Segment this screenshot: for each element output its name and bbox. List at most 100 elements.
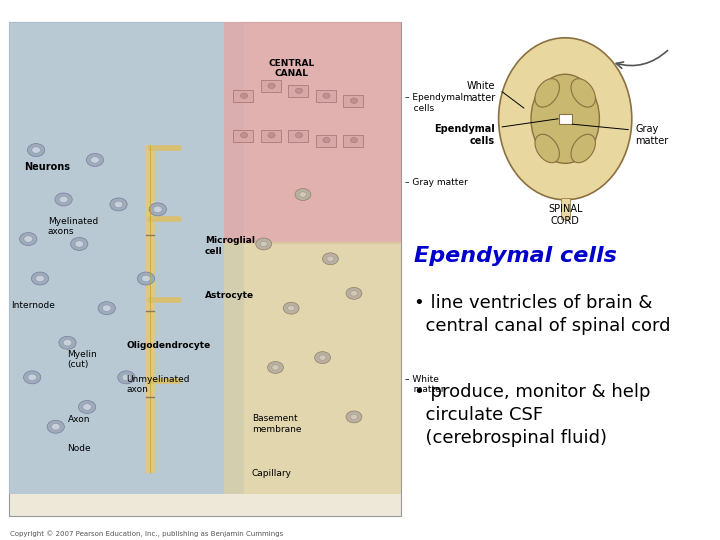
FancyArrowPatch shape xyxy=(616,51,667,69)
Circle shape xyxy=(323,93,330,98)
Bar xyxy=(559,114,572,124)
Bar xyxy=(288,85,308,97)
Circle shape xyxy=(114,201,123,208)
Circle shape xyxy=(86,153,104,166)
Text: CENTRAL
CANAL: CENTRAL CANAL xyxy=(268,58,315,78)
Ellipse shape xyxy=(571,79,595,107)
Circle shape xyxy=(323,253,338,265)
Text: – White
   matter: – White matter xyxy=(405,375,444,394)
Circle shape xyxy=(71,238,88,251)
Text: SPINAL
CORD: SPINAL CORD xyxy=(548,205,582,226)
Circle shape xyxy=(287,306,294,311)
Text: Axon: Axon xyxy=(68,415,90,424)
Circle shape xyxy=(91,157,99,163)
Circle shape xyxy=(240,132,248,138)
Circle shape xyxy=(240,93,248,98)
Circle shape xyxy=(27,144,45,157)
Circle shape xyxy=(149,203,166,216)
Circle shape xyxy=(78,401,96,414)
Text: White
matter: White matter xyxy=(462,81,495,103)
Text: Gray
matter: Gray matter xyxy=(636,124,669,146)
Circle shape xyxy=(32,272,49,285)
Circle shape xyxy=(351,291,358,296)
Text: Copyright © 2007 Pearson Education, Inc., publishing as Benjamin Cummings: Copyright © 2007 Pearson Education, Inc.… xyxy=(10,530,284,537)
Text: Ependymal
cells: Ependymal cells xyxy=(434,124,495,146)
Circle shape xyxy=(295,132,302,138)
Circle shape xyxy=(63,340,72,346)
Circle shape xyxy=(346,287,362,299)
Text: Node: Node xyxy=(68,444,91,454)
Bar xyxy=(343,95,364,107)
Bar xyxy=(261,130,281,141)
Text: Ependymal cells: Ependymal cells xyxy=(414,246,617,266)
Circle shape xyxy=(32,147,40,153)
Bar xyxy=(288,130,308,141)
Circle shape xyxy=(256,238,271,250)
Bar xyxy=(9,22,401,516)
Circle shape xyxy=(295,188,311,200)
Bar xyxy=(261,80,281,92)
Circle shape xyxy=(118,371,135,384)
Circle shape xyxy=(351,98,358,103)
Circle shape xyxy=(272,365,279,370)
Circle shape xyxy=(351,414,358,420)
Text: – Gray matter: – Gray matter xyxy=(405,178,467,187)
Circle shape xyxy=(47,420,64,433)
Ellipse shape xyxy=(498,38,632,200)
Circle shape xyxy=(327,256,334,261)
Circle shape xyxy=(268,132,275,138)
Ellipse shape xyxy=(535,79,559,107)
Circle shape xyxy=(346,411,362,423)
Circle shape xyxy=(260,241,267,247)
Bar xyxy=(315,135,336,147)
Circle shape xyxy=(55,193,72,206)
Bar xyxy=(9,22,244,494)
Text: Oligodendrocyte: Oligodendrocyte xyxy=(127,341,211,350)
Text: Myelinated
axons: Myelinated axons xyxy=(48,217,98,236)
Text: Unmyelinated
axon: Unmyelinated axon xyxy=(127,375,190,394)
Circle shape xyxy=(300,192,307,197)
Text: Neurons: Neurons xyxy=(24,162,71,172)
Ellipse shape xyxy=(571,134,595,163)
Ellipse shape xyxy=(531,74,600,163)
Circle shape xyxy=(36,275,45,282)
Circle shape xyxy=(315,352,330,363)
Circle shape xyxy=(28,374,37,381)
Bar xyxy=(233,90,253,102)
Circle shape xyxy=(75,241,84,247)
Circle shape xyxy=(295,88,302,93)
Text: • produce, monitor & help
  circulate CSF
  (cerebrospinal fluid): • produce, monitor & help circulate CSF … xyxy=(414,383,650,447)
Bar xyxy=(561,198,570,219)
Circle shape xyxy=(102,305,111,312)
Circle shape xyxy=(153,206,162,213)
Circle shape xyxy=(83,404,91,410)
Circle shape xyxy=(24,236,32,242)
Circle shape xyxy=(268,83,275,89)
Bar xyxy=(315,90,336,102)
Circle shape xyxy=(110,198,127,211)
Text: Astrocyte: Astrocyte xyxy=(205,291,254,300)
Circle shape xyxy=(268,362,284,374)
Circle shape xyxy=(138,272,155,285)
Circle shape xyxy=(323,138,330,143)
Text: – Ependymal
   cells: – Ependymal cells xyxy=(405,93,463,112)
Circle shape xyxy=(24,371,41,384)
Ellipse shape xyxy=(535,134,559,163)
Circle shape xyxy=(19,233,37,246)
Text: Basement
membrane: Basement membrane xyxy=(252,414,302,434)
Circle shape xyxy=(351,138,358,143)
Circle shape xyxy=(98,302,115,315)
Circle shape xyxy=(142,275,150,282)
Text: Capillary: Capillary xyxy=(252,469,292,478)
Bar xyxy=(343,135,364,147)
Bar xyxy=(225,242,401,494)
Bar xyxy=(225,22,401,244)
Text: Microglial
cell: Microglial cell xyxy=(205,237,255,256)
Circle shape xyxy=(122,374,131,381)
Circle shape xyxy=(319,355,326,360)
Bar xyxy=(233,130,253,141)
Circle shape xyxy=(51,423,60,430)
Circle shape xyxy=(59,336,76,349)
Text: • line ventricles of brain &
  central canal of spinal cord: • line ventricles of brain & central can… xyxy=(414,294,670,335)
Text: Internode: Internode xyxy=(12,301,55,310)
